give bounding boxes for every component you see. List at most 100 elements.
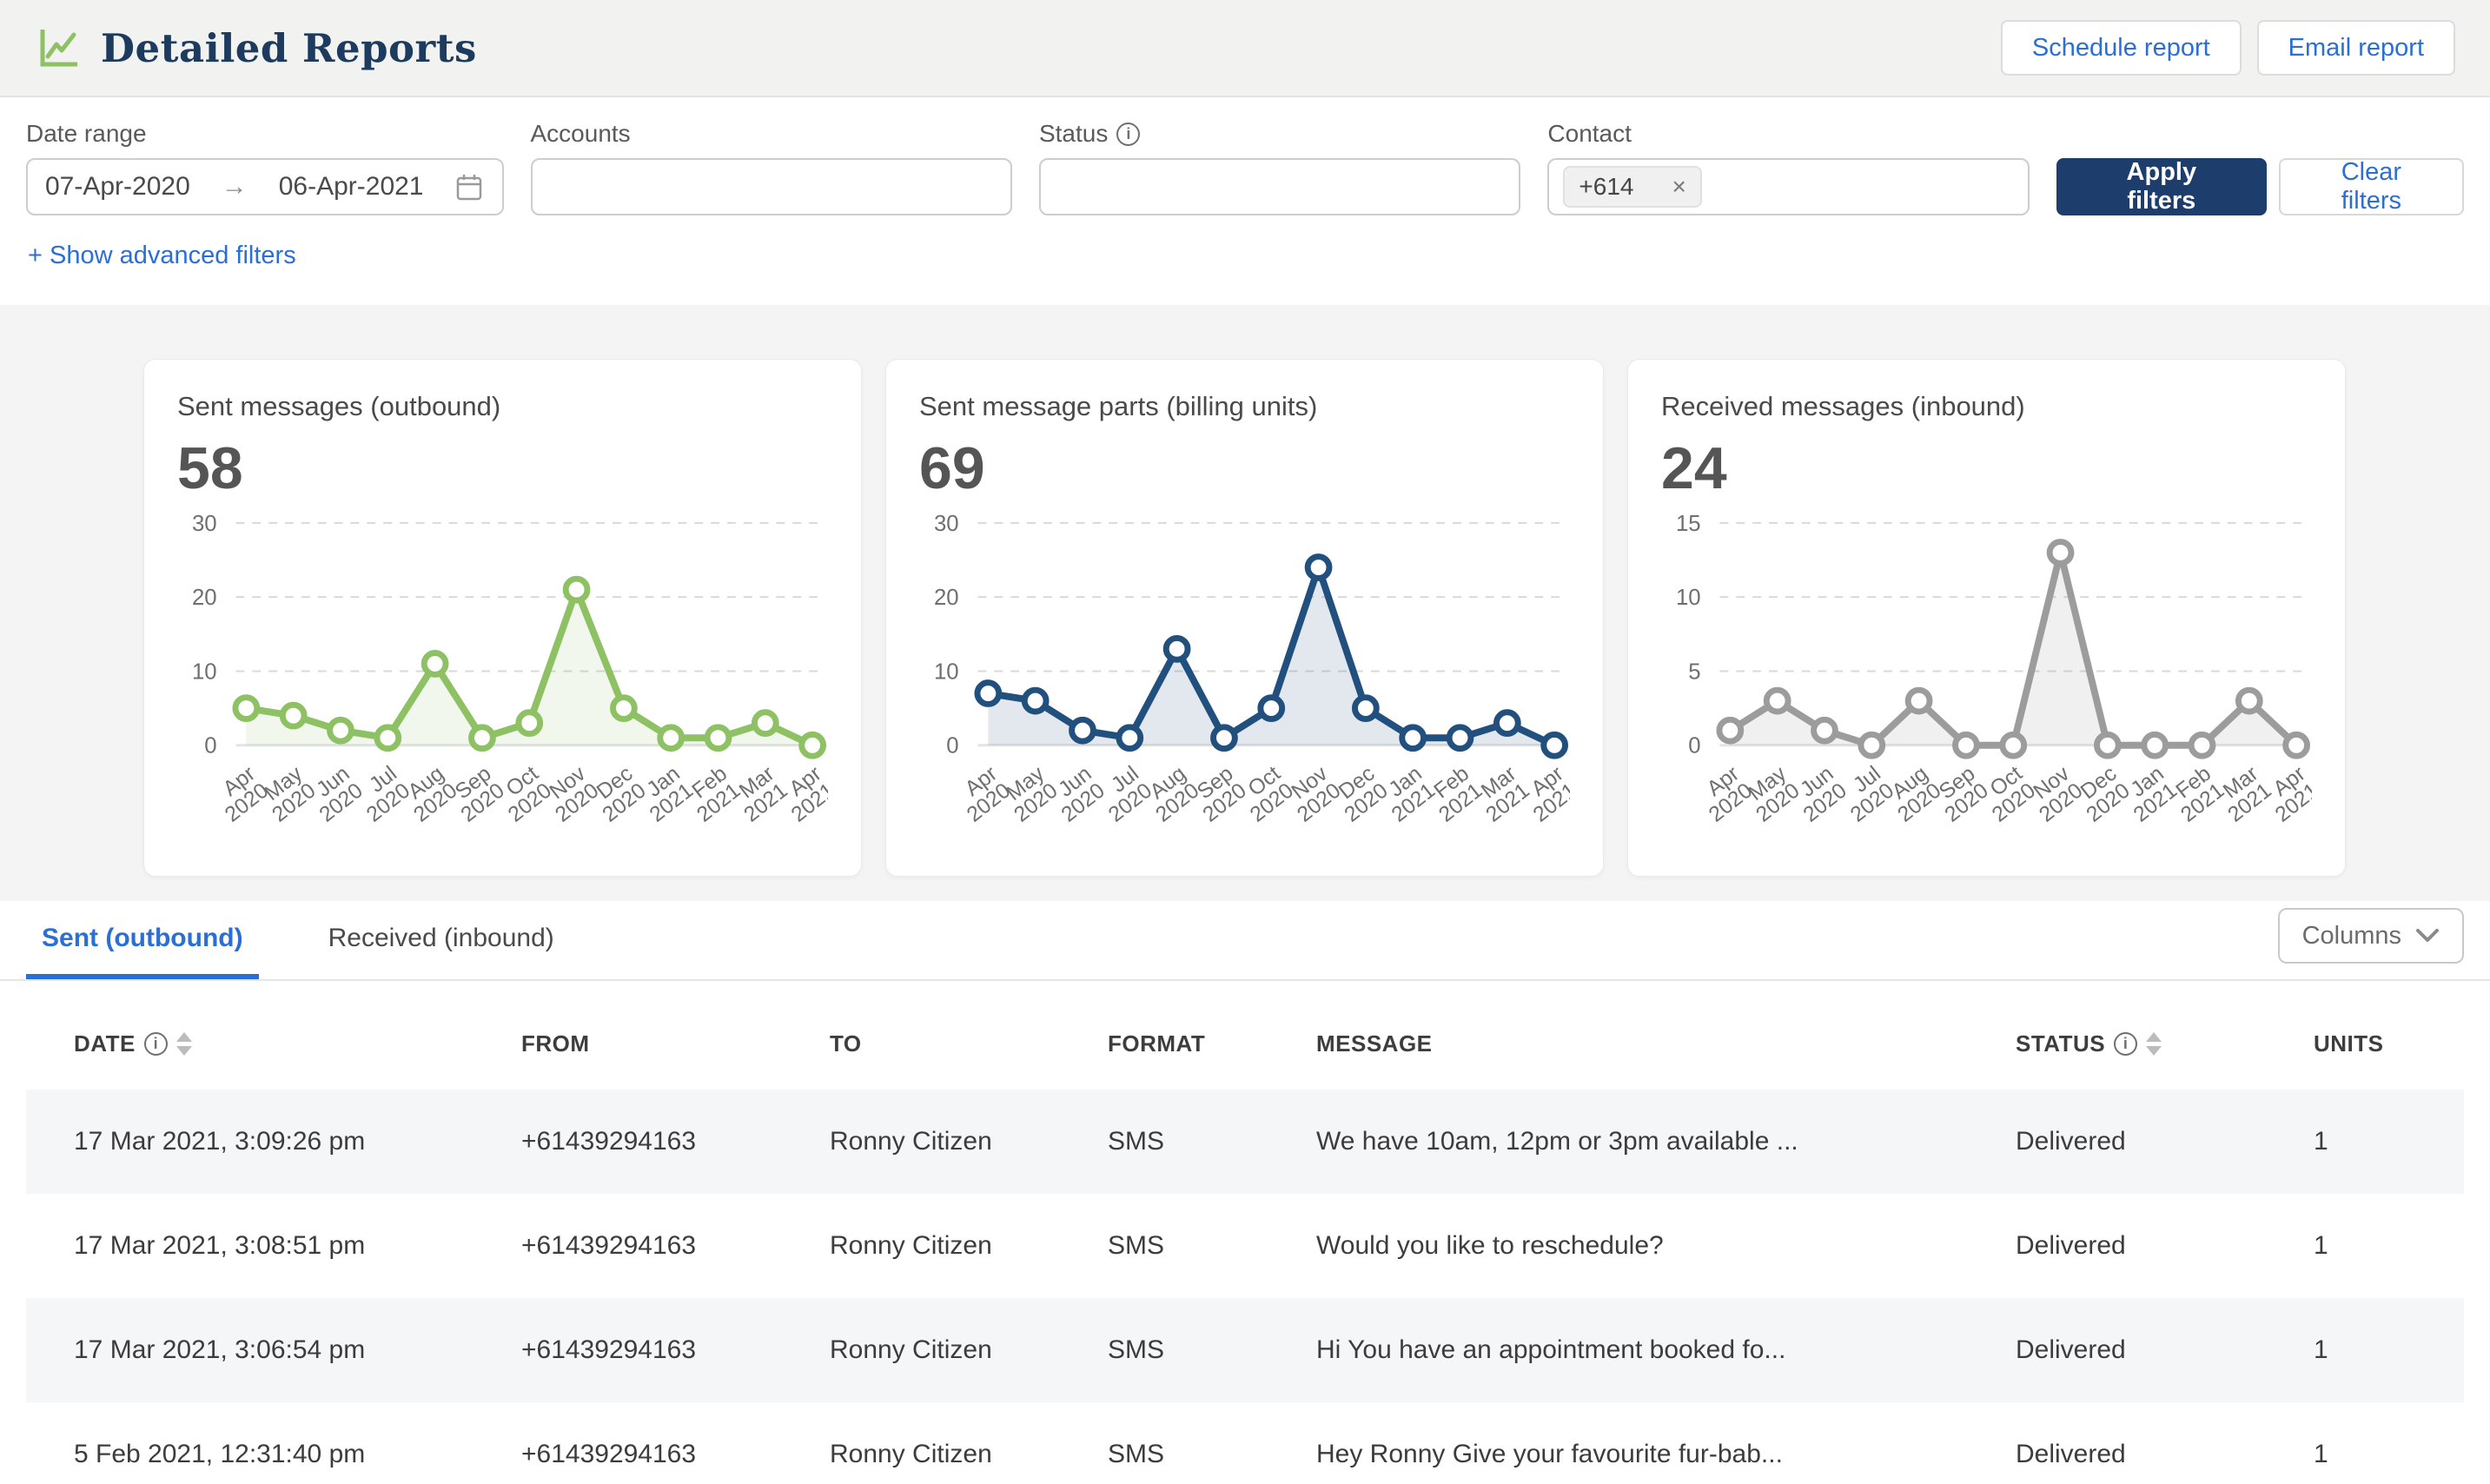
column-header-units: UNITS [2314, 1030, 2384, 1057]
svg-text:30: 30 [192, 512, 217, 536]
chart-card-sent-messages: Sent messages (outbound) 58 0 10 20 30 Apr20… [143, 359, 862, 877]
received-messages-chart: 0 5 10 15 Apr2020 May2020 Jun2020 Jul2020 Aug202… [1661, 504, 2312, 877]
column-header-status[interactable]: STATUS i [2016, 1030, 2298, 1057]
svg-text:10: 10 [1676, 586, 1701, 610]
cell-date: 17 Mar 2021, 3:09:26 pm [74, 1127, 366, 1156]
show-advanced-filters-link[interactable]: + Show advanced filters [28, 242, 296, 269]
date-range-label: Date range [26, 120, 147, 147]
cell-status: Delivered [2016, 1231, 2126, 1260]
cell-to: Ronny Citizen [830, 1231, 992, 1260]
contact-chip-value: +614 [1579, 173, 1634, 200]
date-sort-icon[interactable] [175, 1032, 192, 1056]
email-report-button[interactable]: Email report [2256, 20, 2455, 76]
tab-sent-outbound[interactable]: Sent (outbound) [26, 901, 259, 979]
cell-units: 1 [2314, 1127, 2328, 1156]
page-header: Detailed Reports Schedule report Email r… [0, 0, 2490, 97]
table-header-row: DATE i FROM TO FORMAT MESSAGE STATUS i U… [26, 998, 2464, 1090]
svg-text:15: 15 [1676, 512, 1701, 536]
chart-total: 58 [177, 435, 243, 501]
messages-table: DATE i FROM TO FORMAT MESSAGE STATUS i U… [26, 998, 2464, 1484]
line-chart-icon [40, 30, 77, 67]
cell-message: Hey Ronny Give your favourite fur-bab... [1316, 1440, 1783, 1468]
cell-from: +61439294163 [521, 1127, 697, 1156]
cell-format: SMS [1108, 1231, 1165, 1260]
date-end-value[interactable]: 06-Apr-2021 [278, 172, 424, 201]
cell-status: Delivered [2016, 1335, 2126, 1364]
svg-text:0: 0 [204, 734, 216, 759]
chart-title: Received messages (inbound) [1661, 391, 2025, 421]
clear-filters-button[interactable]: Clear filters [2278, 158, 2464, 215]
cell-date: 17 Mar 2021, 3:08:51 pm [74, 1231, 366, 1260]
column-header-date[interactable]: DATE i [74, 1030, 521, 1057]
column-header-to: TO [830, 1030, 862, 1057]
column-header-message: MESSAGE [1316, 1030, 1433, 1057]
svg-text:5: 5 [1688, 659, 1700, 684]
cell-from: +61439294163 [521, 1440, 697, 1468]
cell-format: SMS [1108, 1335, 1165, 1364]
table-tabs: Sent (outbound) Received (inbound) Colum… [0, 901, 2490, 981]
chart-title: Sent messages (outbound) [177, 391, 501, 421]
table-row[interactable]: 17 Mar 2021, 3:06:54 pm +61439294163 Ron… [26, 1298, 2464, 1402]
cell-to: Ronny Citizen [830, 1335, 992, 1364]
svg-text:0: 0 [1688, 734, 1700, 759]
tab-received-inbound[interactable]: Received (inbound) [328, 924, 554, 952]
cell-format: SMS [1108, 1440, 1165, 1468]
cell-to: Ronny Citizen [830, 1440, 992, 1468]
cell-units: 1 [2314, 1231, 2328, 1260]
contact-label: Contact [1547, 120, 1632, 147]
cell-message: Would you like to reschedule? [1316, 1231, 1664, 1260]
charts-section: Sent messages (outbound) 58 0 10 20 30 Apr20… [0, 305, 2490, 901]
table-body: 17 Mar 2021, 3:09:26 pm +61439294163 Ron… [26, 1090, 2464, 1484]
chart-total: 69 [919, 435, 985, 501]
svg-text:May2020: May2020 [1738, 762, 1805, 827]
filters-section: Date range 07-Apr-2020 → 06-Apr-2021 Acc… [0, 97, 2490, 305]
accounts-label: Accounts [530, 120, 631, 147]
cell-from: +61439294163 [521, 1231, 697, 1260]
svg-text:10: 10 [934, 659, 959, 684]
cell-date: 5 Feb 2021, 12:31:40 pm [74, 1440, 366, 1468]
chevron-down-icon [2416, 929, 2439, 942]
cell-status: Delivered [2016, 1440, 2126, 1468]
message-parts-chart: 0 10 20 30 Apr2020 May2020 Jun2020 Jul2020 Aug20… [919, 504, 1570, 877]
chart-title: Sent message parts (billing units) [919, 391, 1318, 421]
status-sort-icon[interactable] [2146, 1032, 2162, 1056]
svg-text:Apr2020: Apr2020 [208, 762, 273, 827]
svg-text:30: 30 [934, 512, 959, 536]
table-row[interactable]: 17 Mar 2021, 3:08:51 pm +61439294163 Ron… [26, 1194, 2464, 1298]
table-row[interactable]: 5 Feb 2021, 12:31:40 pm +61439294163 Ron… [26, 1402, 2464, 1484]
date-info-icon[interactable]: i [143, 1032, 168, 1056]
svg-text:10: 10 [192, 659, 217, 684]
date-start-value[interactable]: 07-Apr-2020 [45, 172, 190, 201]
cell-units: 1 [2314, 1335, 2328, 1364]
chip-remove-icon[interactable]: × [1672, 173, 1686, 200]
contact-input[interactable]: +614 × [1547, 158, 2030, 215]
cell-format: SMS [1108, 1127, 1165, 1156]
svg-text:20: 20 [192, 586, 217, 610]
status-input[interactable] [1038, 158, 1521, 215]
calendar-icon[interactable] [454, 172, 484, 202]
cell-message: We have 10am, 12pm or 3pm available ... [1316, 1127, 1798, 1156]
contact-chip: +614 × [1563, 166, 1702, 208]
date-range-input[interactable]: 07-Apr-2020 → 06-Apr-2021 [26, 158, 504, 215]
svg-text:Apr2020: Apr2020 [950, 762, 1015, 827]
columns-dropdown-button[interactable]: Columns [2277, 908, 2464, 964]
sent-messages-chart: 0 10 20 30 Apr2020 May2020 Jun2020 Jul2020 Aug20… [177, 504, 828, 877]
cell-message: Hi You have an appointment booked fo... [1316, 1335, 1786, 1364]
accounts-input[interactable] [530, 158, 1012, 215]
cell-status: Delivered [2016, 1127, 2126, 1156]
cell-date: 17 Mar 2021, 3:06:54 pm [74, 1335, 366, 1364]
chart-total: 24 [1661, 435, 1727, 501]
chart-card-received-messages: Received messages (inbound) 24 0 5 10 15 Apr… [1627, 359, 2346, 877]
schedule-report-button[interactable]: Schedule report [2000, 20, 2242, 76]
column-header-from: FROM [521, 1030, 590, 1057]
status-info-icon[interactable]: i [2114, 1032, 2138, 1056]
table-row[interactable]: 17 Mar 2021, 3:09:26 pm +61439294163 Ron… [26, 1090, 2464, 1194]
date-arrow-icon: → [221, 172, 248, 201]
status-label: Status i [1039, 120, 1520, 148]
cell-from: +61439294163 [521, 1335, 697, 1364]
status-info-icon[interactable]: i [1116, 122, 1141, 146]
apply-filters-button[interactable]: Apply filters [2056, 158, 2267, 215]
svg-text:Apr2020: Apr2020 [1692, 762, 1757, 827]
page-title: Detailed Reports [101, 24, 477, 71]
cell-to: Ronny Citizen [830, 1127, 992, 1156]
